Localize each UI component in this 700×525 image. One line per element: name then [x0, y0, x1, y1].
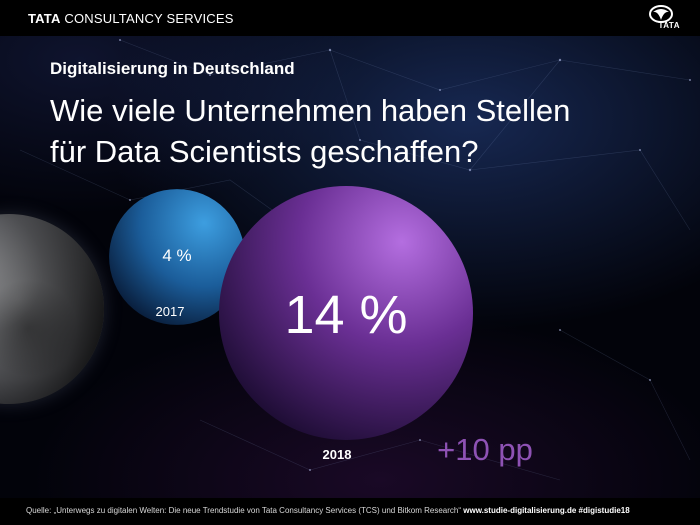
- slide-subtitle: Digitalisierung in Deutschland: [50, 59, 295, 78]
- bubble-2017: [109, 189, 245, 325]
- source-note: Quelle: „Unterwegs zu digitalen Welten: …: [26, 506, 630, 515]
- source-text: Quelle: „Unterwegs zu digitalen Welten: …: [26, 506, 462, 515]
- slide-question: Wie viele Unternehmen haben Stellen für …: [50, 93, 571, 169]
- brand-name-rest: CONSULTANCY SERVICES: [64, 11, 234, 26]
- delta-annotation: +10 pp: [437, 432, 533, 467]
- brand-name-strong: TATA: [28, 11, 61, 26]
- top-bar: TATA CONSULTANCY SERVICES TATA: [0, 0, 700, 36]
- tata-logo-icon: [649, 5, 673, 23]
- logo-wordmark: TATA: [658, 21, 680, 30]
- brand-name: TATA CONSULTANCY SERVICES: [28, 11, 234, 26]
- year-label-2018: 2018: [323, 447, 352, 462]
- bubble-2018: [219, 186, 473, 440]
- source-links: www.studie-digitalisierung.de #digistudi…: [463, 506, 630, 515]
- footer: Quelle: „Unterwegs zu digitalen Welten: …: [0, 498, 700, 525]
- year-label-2017: 2017: [156, 304, 185, 319]
- value-label-2017: 4 %: [162, 246, 191, 265]
- value-label-2018: 14 %: [284, 285, 407, 345]
